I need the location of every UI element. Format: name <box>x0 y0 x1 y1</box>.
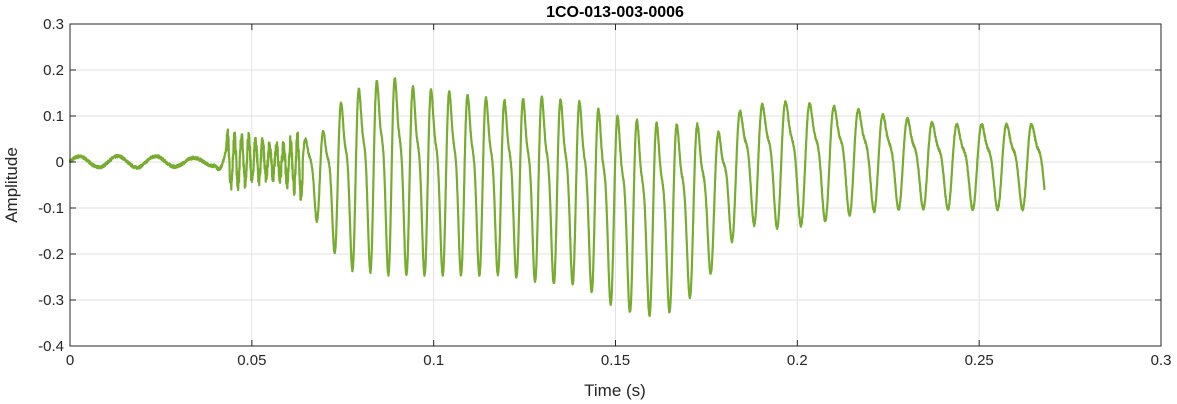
x-tick-label: 0.25 <box>965 352 994 369</box>
chart-title: 1CO-013-003-0006 <box>546 4 684 21</box>
y-tick-label: 0.1 <box>43 108 64 125</box>
x-tick-label: 0.15 <box>601 352 630 369</box>
y-tick-label: -0.2 <box>38 246 64 263</box>
x-tick-label: 0.05 <box>237 352 266 369</box>
x-axis-label: Time (s) <box>584 381 646 400</box>
x-tick-label: 0.2 <box>787 352 808 369</box>
y-tick-label: -0.1 <box>38 200 64 217</box>
signal-series <box>68 77 1046 318</box>
axis-ticks: 0 0.05 0.1 0.15 0.2 0.25 0.3 0.3 0.2 0.1 0 -0.1 -0.2… <box>38 16 1171 369</box>
x-tick-label: 0 <box>66 352 74 369</box>
y-tick-label: -0.4 <box>38 338 64 355</box>
y-axis-label: Amplitude <box>2 147 21 223</box>
y-tick-label: 0.3 <box>43 16 64 33</box>
y-tick-label: -0.3 <box>38 292 64 309</box>
y-tick-label: 0.2 <box>43 62 64 79</box>
y-tick-label: 0 <box>56 154 64 171</box>
x-tick-label: 0.1 <box>423 352 444 369</box>
x-tick-label: 0.3 <box>1151 352 1172 369</box>
amplitude-line <box>68 77 1046 318</box>
